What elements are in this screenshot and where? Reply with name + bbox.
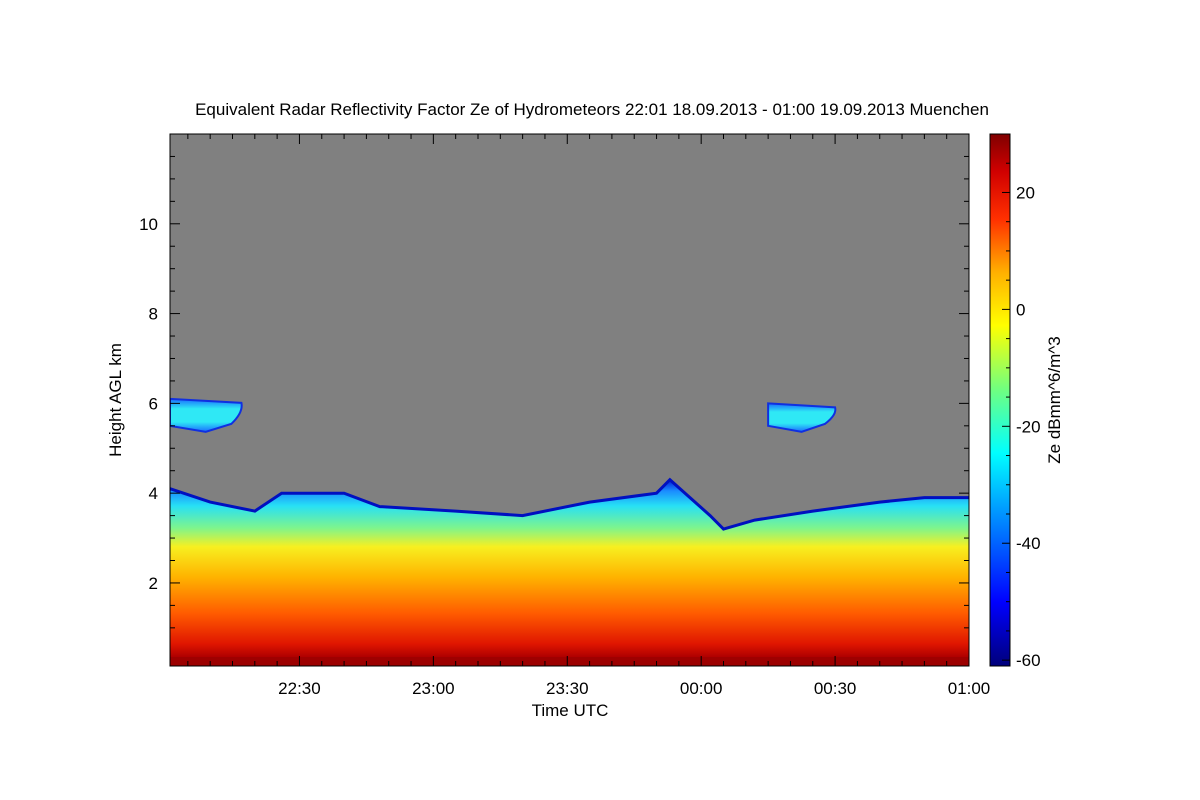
chart-title: Equivalent Radar Reflectivity Factor Ze … [195, 100, 989, 119]
colorbar-ticks: -60 -40 -20 0 20 [1002, 133, 1041, 670]
low-cloud-region [170, 479, 969, 666]
upper-cloud-layer [767, 402, 837, 433]
colorbar-tick-label: 0 [1016, 300, 1025, 319]
colorbar-tick-label: -40 [1016, 534, 1041, 553]
colorbar-label: Ze dBmm^6/m^3 [1045, 336, 1064, 463]
colorbar-tick-label: -60 [1016, 651, 1041, 670]
x-tick-label: 23:00 [412, 679, 455, 698]
x-tick-label: 01:00 [948, 679, 991, 698]
x-tick-label: 00:00 [680, 679, 723, 698]
x-tick-label: 22:30 [278, 679, 321, 698]
x-axis-label: Time UTC [532, 701, 609, 720]
x-tick-label: 00:30 [814, 679, 857, 698]
x-tick-label: 23:30 [546, 679, 589, 698]
cloud-top-edge [170, 477, 969, 531]
axis-layer: 2 4 6 8 10 22:30 23:00 23:30 00:00 00:30 01:00 [139, 134, 990, 698]
ground-band [170, 657, 969, 666]
colorbar [989, 133, 1011, 667]
y-tick-label: 10 [139, 215, 158, 234]
colorbar-tick-label: 20 [1016, 183, 1035, 202]
plot-frame [169, 133, 970, 667]
y-tick-label: 2 [149, 574, 158, 593]
y-tick-label: 8 [149, 305, 158, 324]
y-tick-label: 4 [149, 484, 158, 503]
y-tick-label: 6 [149, 394, 158, 413]
data-layer [170, 397, 969, 666]
colorbar-tick-label: -20 [1016, 417, 1041, 436]
y-axis-label: Height AGL km [106, 343, 125, 457]
upper-cloud-layer [170, 397, 243, 433]
